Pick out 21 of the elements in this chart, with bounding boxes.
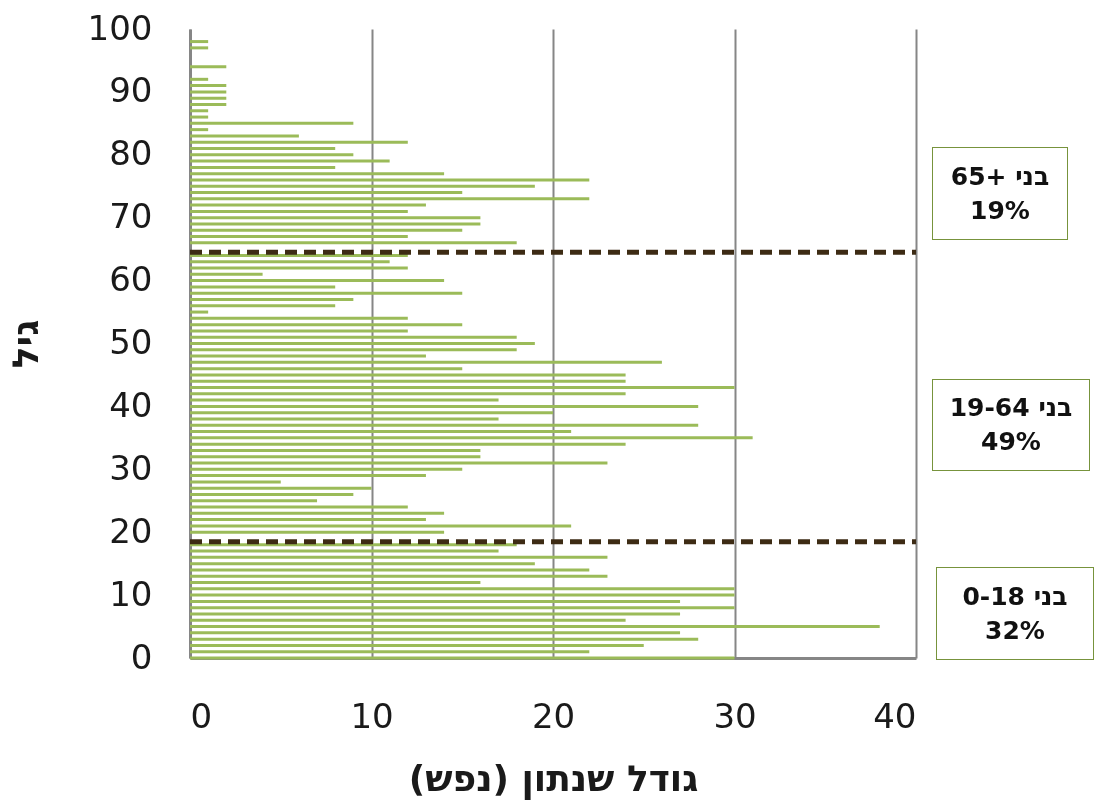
y-tick-label: 90 bbox=[109, 70, 153, 111]
text: בני +65 19% bbox=[932, 147, 1068, 240]
x-tick-label: 0 bbox=[190, 695, 213, 736]
x-tick-label: 40 bbox=[873, 695, 917, 736]
y-tick-label: 10 bbox=[109, 573, 153, 614]
y-tick-label: 20 bbox=[109, 510, 153, 551]
y-tick-label: 80 bbox=[109, 133, 153, 174]
x-tick-label: 20 bbox=[531, 695, 576, 736]
x-tick-label: 10 bbox=[350, 695, 394, 736]
y-tick-label: 0 bbox=[130, 636, 153, 677]
text: בני 0-18 32% bbox=[936, 567, 1094, 660]
y-tick-label: 100 bbox=[87, 7, 153, 48]
y-tick-label: 30 bbox=[109, 447, 153, 488]
y-tick-label: 70 bbox=[109, 196, 153, 237]
y-tick-label: 50 bbox=[109, 322, 153, 362]
x-axis-title: גודל שנתון (נפש) bbox=[408, 757, 699, 800]
text: בני 19-64 49% bbox=[932, 379, 1090, 471]
y-axis-title: גיל bbox=[4, 319, 46, 369]
y-tick-label: 40 bbox=[109, 384, 153, 425]
x-tick-label: 30 bbox=[713, 695, 757, 736]
y-tick-label: 60 bbox=[109, 259, 153, 300]
